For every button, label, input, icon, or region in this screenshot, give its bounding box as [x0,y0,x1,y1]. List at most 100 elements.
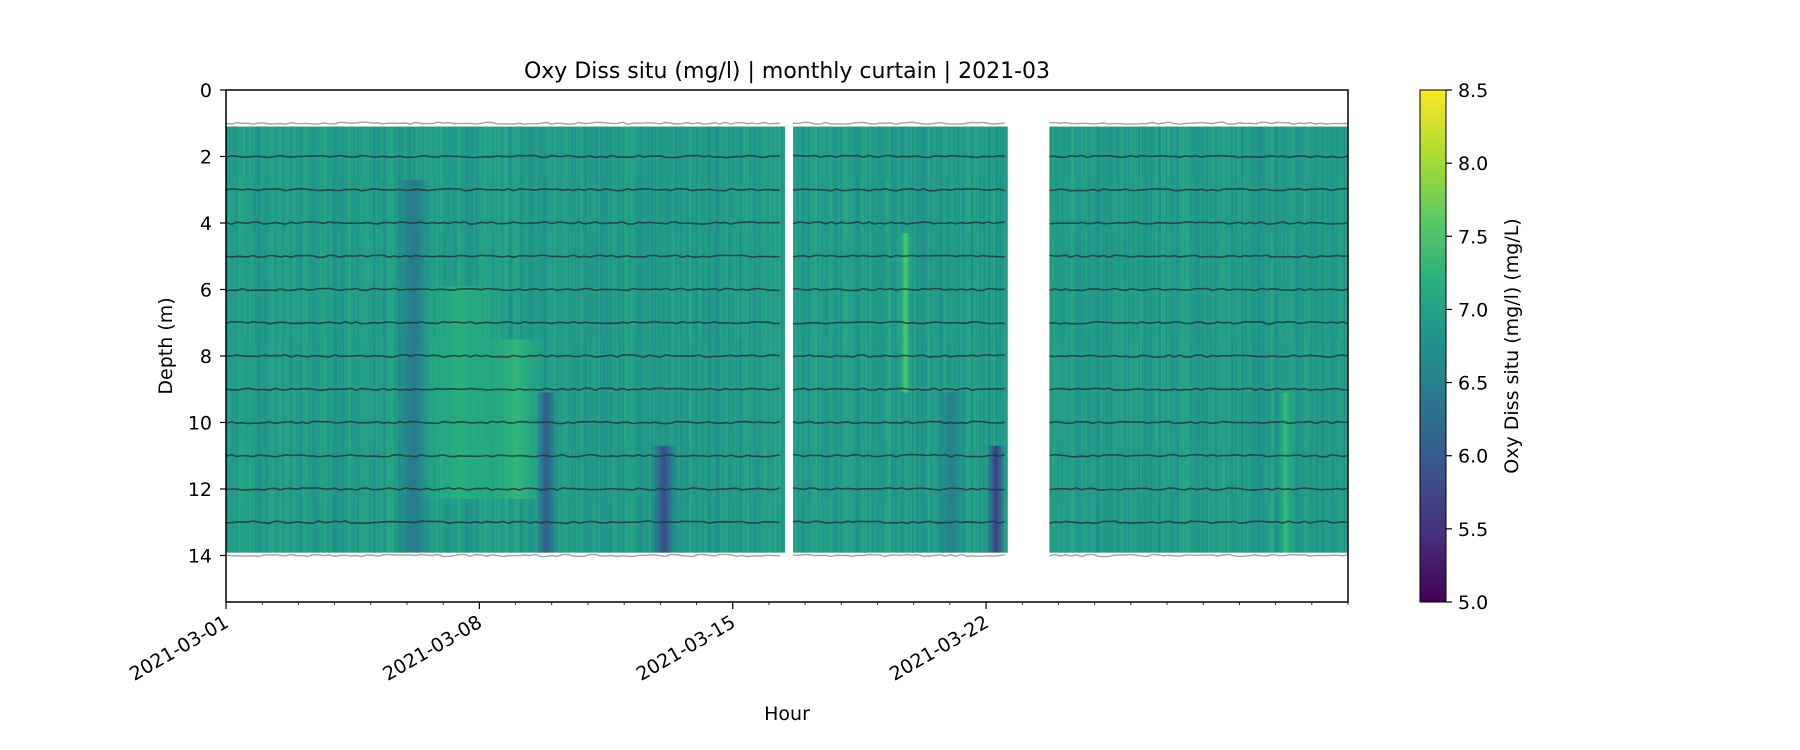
heatmap-cell [299,126,303,181]
heatmap-cell [952,445,955,500]
heatmap-cell [259,392,262,447]
heatmap-cell [859,498,862,553]
heatmap-cell [835,179,838,234]
heatmap-cell [503,339,506,394]
heatmap-cell [1067,232,1070,287]
heatmap-cell [955,445,959,500]
heatmap-cell [331,445,334,500]
heatmap-cell [916,126,919,181]
heatmap-cell [725,339,728,394]
heatmap-cell [821,232,824,287]
heatmap-cell [667,126,670,181]
heatmap-cell [330,392,333,447]
heatmap-cell [989,392,992,447]
heatmap-cell [868,126,871,181]
heatmap-cell [670,286,673,340]
heatmap-cell [1049,392,1052,447]
heatmap-cell [865,392,868,447]
heatmap-cell [343,232,346,287]
heatmap-cell [648,339,651,394]
heatmap-cell [1210,498,1213,553]
heatmap-cell [1079,232,1082,287]
heatmap-cell [726,445,729,500]
heatmap-cell [471,179,474,234]
heatmap-cell [1136,498,1139,553]
heatmap-cell [951,126,954,181]
heatmap-cell [732,179,735,234]
heatmap-cell [857,286,860,340]
heatmap-cell [429,392,432,447]
heatmap-cell [866,179,870,234]
heatmap-cell [1194,498,1197,553]
heatmap-cell [244,392,247,447]
heatmap-cell [666,179,669,234]
heatmap-cell [581,126,585,181]
heatmap-cell [241,445,244,500]
heatmap-cell [593,126,597,181]
heatmap-cell [877,498,880,553]
heatmap-cell [960,498,963,553]
heatmap-cell [256,179,259,234]
heatmap-cell [310,392,313,447]
heatmap-cell [722,392,725,447]
heatmap-cell [257,498,260,553]
heatmap-cell [422,179,425,234]
heatmap-cell [500,339,503,394]
heatmap-cell [236,286,239,340]
heatmap-cell [504,392,508,447]
heatmap-cell [538,445,541,500]
heatmap-cell [508,445,511,500]
heatmap-cell [327,445,330,500]
heatmap-cell [610,232,613,287]
heatmap-cell [269,232,272,287]
heatmap-cell [523,498,526,553]
heatmap-cell [438,232,441,287]
heatmap-cell [1157,126,1161,181]
heatmap-cell [980,445,983,500]
heatmap-cell [630,392,633,447]
heatmap-cell [461,232,464,287]
heatmap-cell [501,232,505,287]
heatmap-cell [657,392,660,447]
heatmap-cell [1151,179,1155,234]
heatmap-cell [937,286,940,340]
heatmap-cell [755,392,758,447]
heatmap-cell [574,232,577,287]
heatmap-cell [337,339,340,394]
heatmap-cell [366,286,369,340]
heatmap-cell [1059,232,1063,287]
heatmap-cell [572,179,575,234]
heatmap-cell [1097,498,1100,553]
heatmap-cell [575,286,578,340]
heatmap-cell [610,339,613,394]
heatmap-cell [660,339,663,394]
heatmap-cell [577,232,580,287]
heatmap-cell [1117,286,1120,340]
heatmap-cell [327,286,330,340]
heatmap-cell [765,232,768,287]
heatmap-cell [527,286,530,340]
heatmap-cell [610,498,613,553]
heatmap-cell [248,286,251,340]
heatmap-cell [1078,339,1081,394]
heatmap-cell [740,498,743,553]
heatmap-cell [921,286,924,340]
heatmap-cell [566,498,569,553]
heatmap-cell [765,392,768,447]
heatmap-cell [428,126,431,181]
heatmap-cell [325,179,328,234]
heatmap-cell [934,232,937,287]
heatmap-cell [842,232,845,287]
heatmap-cell [363,339,366,394]
heatmap-cell [520,126,523,181]
heatmap-cell [382,339,385,394]
heatmap-cell [575,339,578,394]
heatmap-cell [952,339,955,394]
heatmap-cell [1129,286,1132,340]
heatmap-cell [981,179,984,234]
heatmap-cell [600,339,603,394]
heatmap-cell [587,286,591,340]
heatmap-cell [465,232,468,287]
heatmap-cell [429,126,432,181]
heatmap-cell [699,445,702,500]
